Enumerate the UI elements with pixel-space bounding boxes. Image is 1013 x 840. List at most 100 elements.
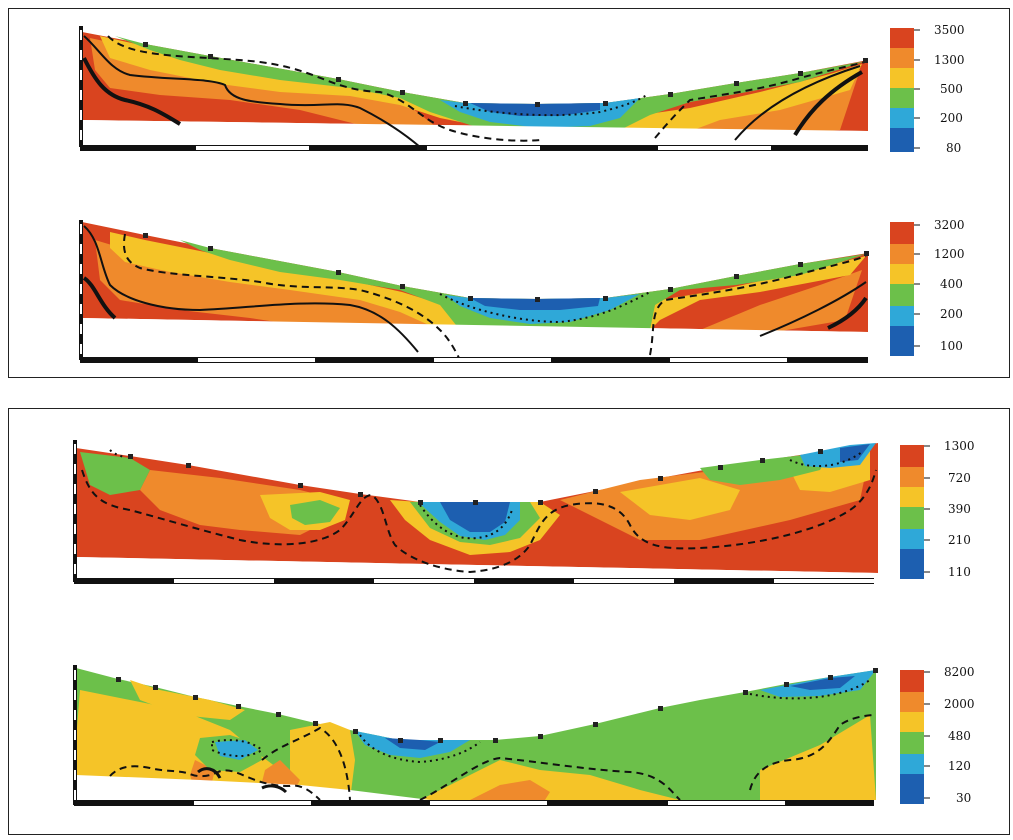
electrode-marker: [313, 721, 318, 726]
legend-tick: 200: [940, 307, 963, 321]
electrode-marker: [336, 270, 341, 275]
resistivity-section-b1: 1300 720 390 210 110: [73, 439, 975, 584]
dashed-contour: [654, 61, 866, 139]
zone-blue: [470, 298, 600, 310]
electrode-marker: [463, 101, 468, 106]
zone-orange: [95, 240, 862, 356]
electrode-marker: [276, 712, 281, 717]
resistivity-section-a1: 3500 1300 500 200 80: [79, 23, 965, 155]
legend-tick: 100: [940, 339, 963, 353]
thick-contour: [82, 276, 117, 320]
zone-yellow: [760, 715, 876, 800]
distance-scale-bar: [74, 578, 874, 584]
electrode-marker: [828, 675, 833, 680]
electrode-marker: [760, 458, 765, 463]
electrode-marker: [208, 54, 213, 59]
legend-tick: 210: [948, 533, 971, 547]
color-legend-a1: 3500 1300 500 200 80: [890, 23, 965, 155]
legend-tick: 1200: [934, 247, 965, 261]
zone-yellow: [290, 722, 355, 800]
electrode-marker: [743, 690, 748, 695]
electrode-marker: [468, 296, 473, 301]
legend-tick: 400: [940, 277, 963, 291]
electrode-marker: [863, 58, 868, 63]
zone-yellow: [130, 680, 245, 720]
electrode-marker: [116, 677, 121, 682]
electrode-marker: [398, 738, 403, 743]
distance-scale-bar: [80, 357, 868, 363]
electrode-marker: [186, 463, 191, 468]
dashed-contour: [109, 765, 321, 801]
electrode-marker: [718, 465, 723, 470]
electrode-marker: [798, 262, 803, 267]
legend-tick: 110: [948, 565, 971, 579]
electrode-marker: [473, 500, 478, 505]
electrode-marker: [128, 454, 133, 459]
electrode-marker: [400, 284, 405, 289]
depth-scale-bar: [73, 440, 77, 582]
lower-white: [76, 775, 430, 800]
dashed-contour: [649, 255, 867, 356]
electrode-marker: [538, 734, 543, 739]
dotted-contour: [749, 679, 871, 700]
electrode-markers: [143, 42, 868, 107]
electrode-marker: [143, 233, 148, 238]
electrode-marker: [358, 492, 363, 497]
dashed-contour: [749, 714, 877, 791]
distance-scale-bar: [80, 145, 868, 151]
electrode-marker: [668, 287, 673, 292]
dotted-contour: [109, 449, 126, 459]
legend-tick: 8200: [944, 665, 975, 679]
dashed-contour: [419, 756, 681, 801]
dotted-contour: [789, 451, 863, 468]
electrode-marker: [818, 449, 823, 454]
lower-white: [82, 318, 868, 360]
legend-tick: 500: [940, 82, 963, 96]
depth-scale-bar: [79, 220, 83, 360]
resistivity-section-a2: 3200 1200 400 200 100: [79, 218, 965, 363]
zone-blue: [790, 676, 855, 690]
legend-tick: 390: [948, 502, 971, 516]
zone-orange: [90, 38, 860, 145]
legend-tick: 1300: [944, 439, 975, 453]
thick-contour: [827, 296, 868, 330]
electrode-marker: [873, 668, 878, 673]
electrode-marker: [668, 92, 673, 97]
zone-green: [80, 452, 150, 495]
electrode-marker: [734, 274, 739, 279]
legend-tick: 2000: [944, 697, 975, 711]
dashed-contour: [81, 469, 877, 574]
resistivity-section-b2: 8200 2000 480 120 30: [73, 665, 975, 806]
legend-tick: 3500: [934, 23, 965, 37]
electrode-marker: [353, 729, 358, 734]
zone-green: [700, 452, 830, 485]
electrode-marker: [418, 500, 423, 505]
zone-green: [290, 500, 340, 525]
electrode-marker: [798, 71, 803, 76]
legend-tick: 120: [948, 759, 971, 773]
solid-contour: [734, 65, 861, 141]
thick-contour: [261, 784, 288, 794]
electrode-marker: [603, 101, 608, 106]
electrode-marker: [143, 42, 148, 47]
electrode-marker: [336, 77, 341, 82]
legend-tick: 200: [940, 111, 963, 125]
electrode-marker: [298, 483, 303, 488]
legend-tick: 80: [946, 141, 961, 155]
electrode-marker: [438, 738, 443, 743]
electrode-marker: [593, 489, 598, 494]
thick-contour: [793, 70, 863, 137]
legend-tick: 480: [948, 729, 971, 743]
dashed-contour: [261, 726, 351, 801]
color-legend-a2: 3200 1200 400 200 100: [890, 218, 965, 356]
zone-orange: [470, 780, 550, 800]
solid-contour: [83, 35, 421, 148]
dashed-contour: [122, 233, 461, 361]
electrode-marker: [658, 476, 663, 481]
depth-scale-bar: [73, 665, 77, 805]
legend-tick: 3200: [934, 218, 965, 232]
zone-blue: [840, 444, 870, 462]
electrode-marker: [400, 90, 405, 95]
legend-tick: 1300: [934, 53, 965, 67]
